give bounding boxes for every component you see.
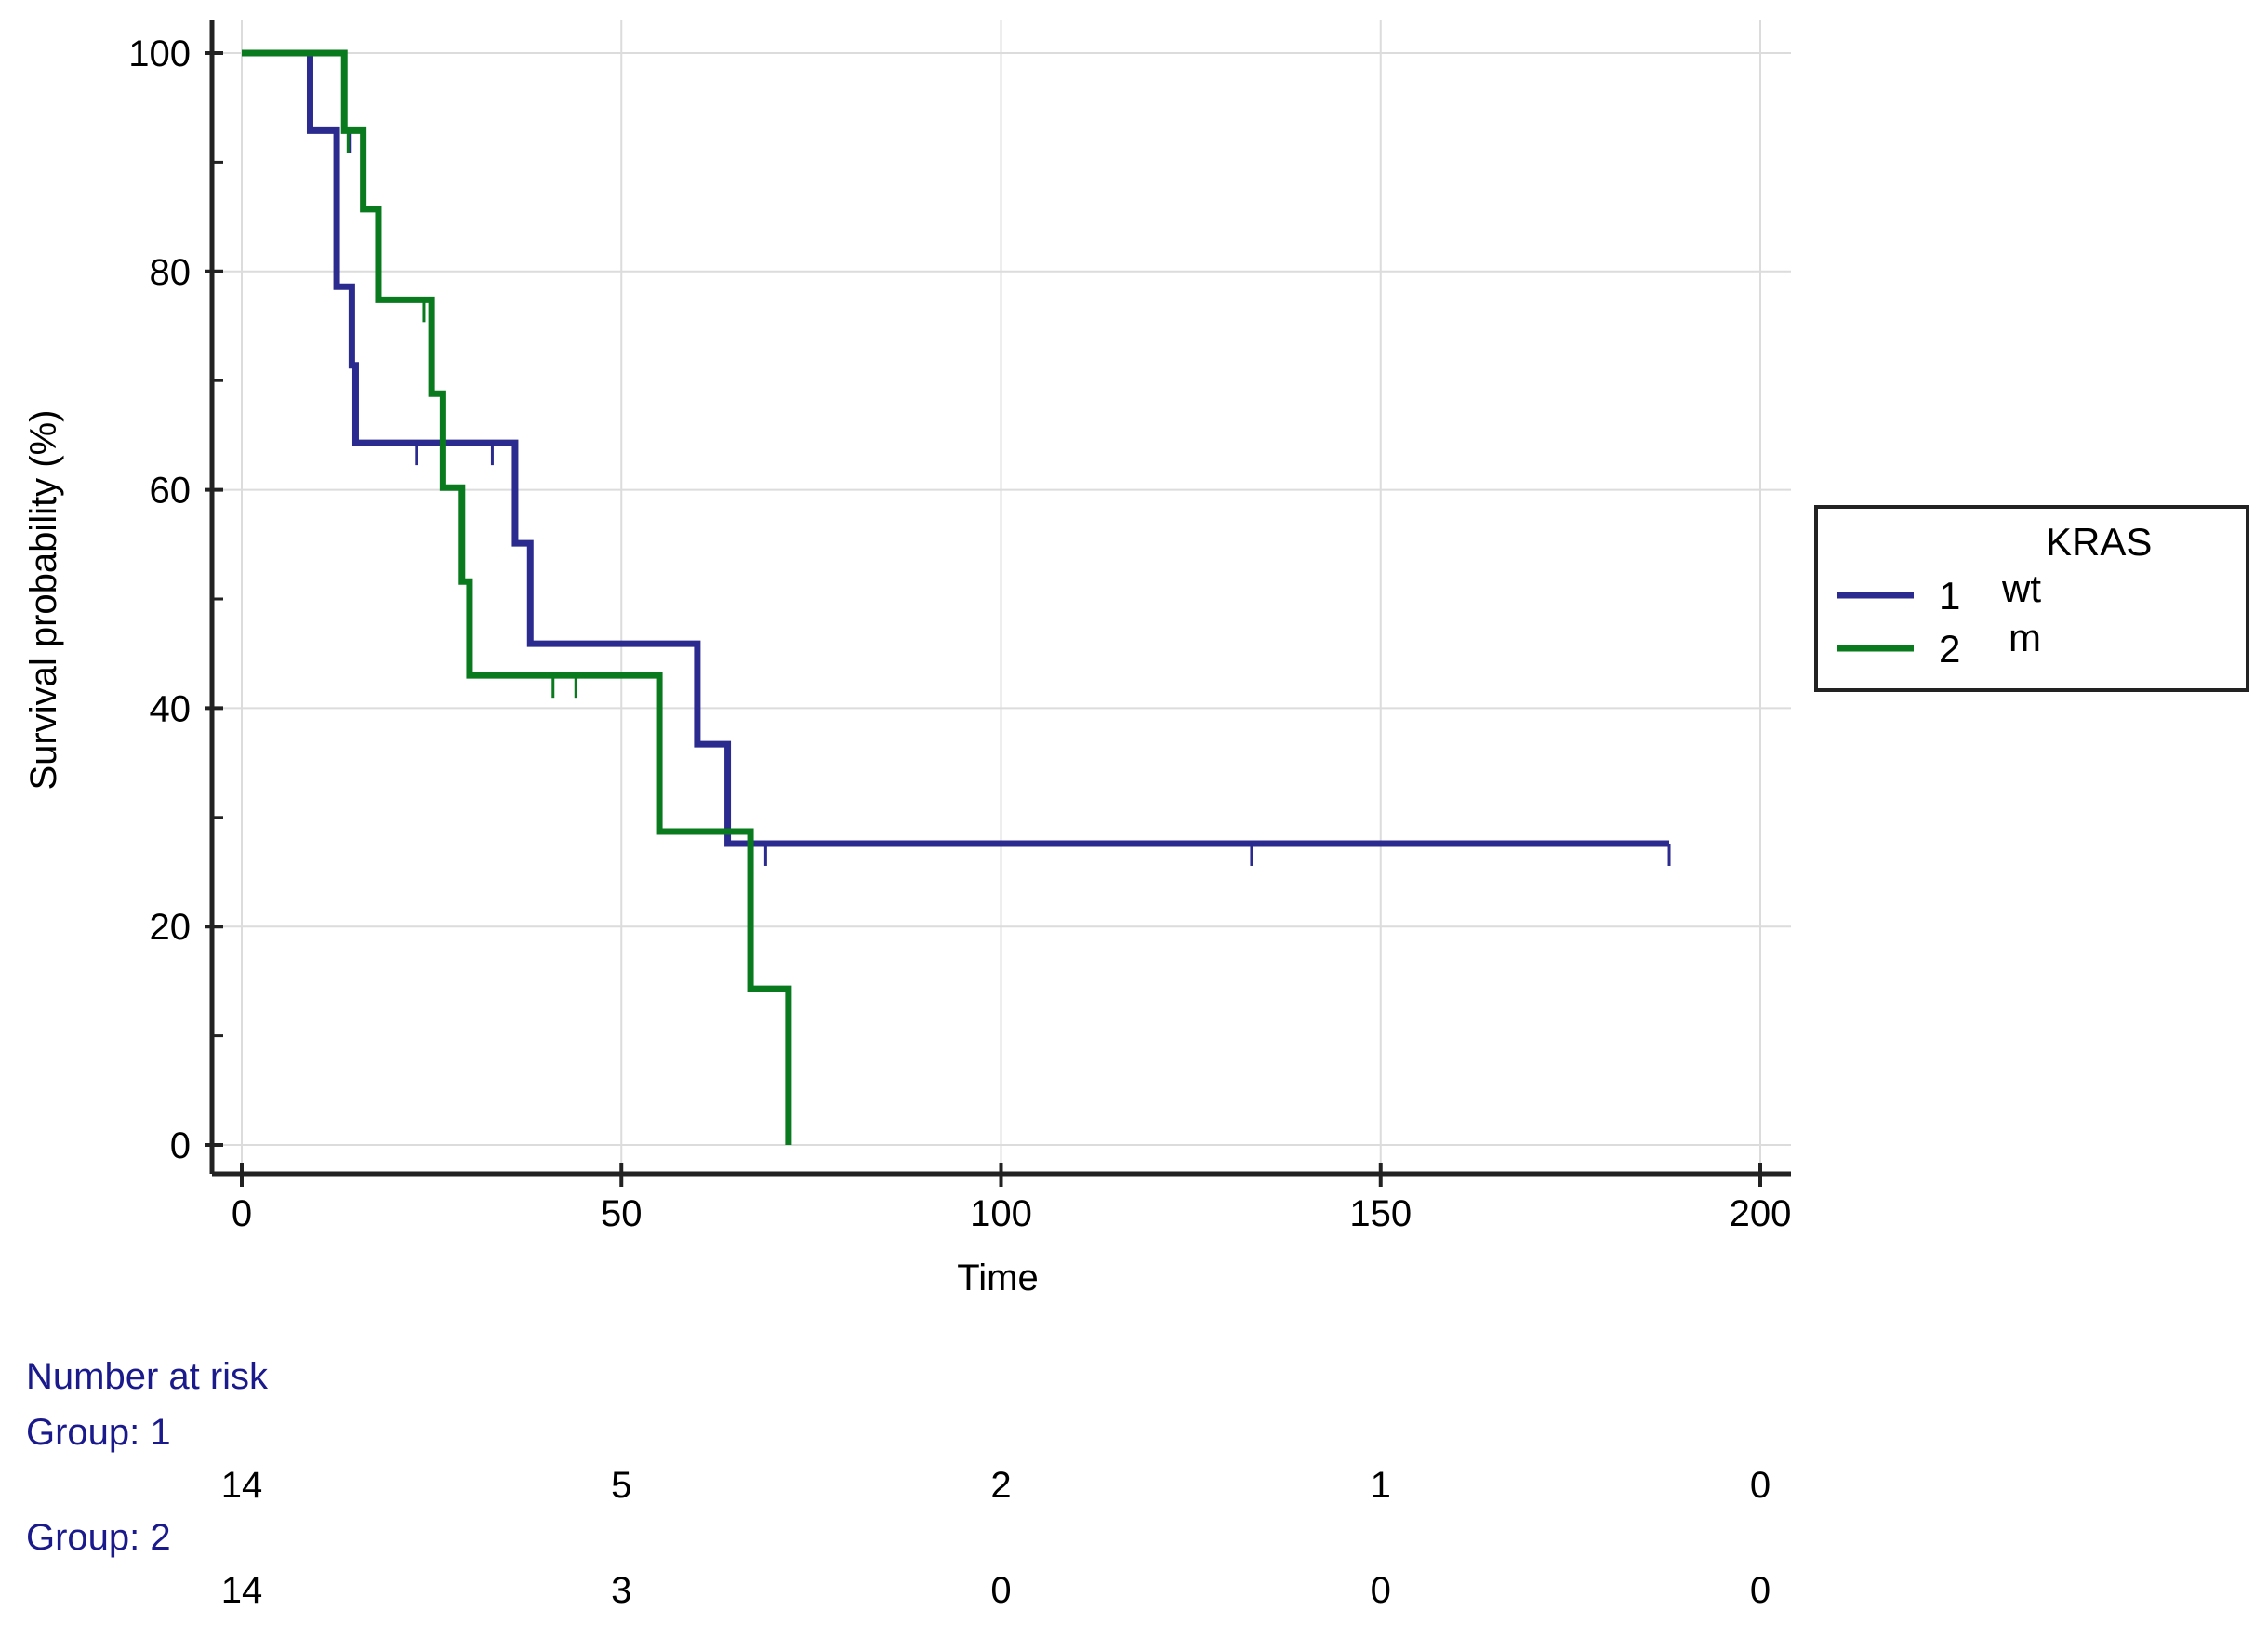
risk-value-group-2: 14 [221, 1570, 263, 1611]
risk-value-group-2: 3 [611, 1570, 631, 1611]
y-tick-label: 40 [150, 688, 192, 729]
risk-group-2-label: Group: 2 [26, 1517, 171, 1558]
legend: KRAS 1 wt 2 m [1814, 505, 2249, 692]
risk-value-group-1: 0 [1750, 1465, 1771, 1506]
grid-lines [212, 20, 1791, 1174]
legend-title: KRAS [2046, 520, 2152, 564]
y-tick-label: 20 [150, 907, 192, 948]
risk-value-group-2: 0 [1750, 1570, 1771, 1611]
legend-label-1: wt [2001, 566, 2041, 610]
risk-values: 14 5 2 1 0 14 3 0 0 0 [221, 1465, 1771, 1611]
risk-value-group-2: 0 [1371, 1570, 1391, 1611]
risk-value-group-1: 5 [611, 1465, 631, 1506]
legend-id-2: 2 [1939, 627, 1960, 671]
x-tick-label: 50 [601, 1193, 643, 1234]
risk-value-group-1: 1 [1371, 1465, 1391, 1506]
y-tick-label: 100 [128, 33, 191, 74]
y-axis-title: Survival probability (%) [23, 409, 64, 790]
survival-curve-1 [242, 49, 1670, 847]
y-ticks: 0 20 40 60 80 100 [128, 33, 223, 1166]
x-tick-label: 150 [1349, 1193, 1412, 1234]
risk-value-group-1: 14 [221, 1465, 263, 1506]
number-at-risk-table: Number at risk Group: 1 Group: 2 14 5 2 1 01… [26, 1356, 1771, 1611]
risk-value-group-2: 0 [990, 1570, 1011, 1611]
y-tick-label: 60 [150, 471, 192, 512]
x-tick-label: 100 [970, 1193, 1032, 1234]
x-ticks: 0 50 100 150 200 [232, 1163, 1792, 1234]
y-tick-label: 80 [150, 252, 192, 293]
y-tick-label: 0 [170, 1125, 191, 1166]
risk-group-1-label: Group: 1 [26, 1412, 171, 1453]
risk-table-title: Number at risk [26, 1356, 269, 1397]
legend-label-2: m [2009, 616, 2041, 659]
x-tick-label: 0 [232, 1193, 252, 1234]
legend-id-1: 1 [1939, 574, 1960, 618]
x-tick-label: 200 [1730, 1193, 1792, 1234]
survival-curve-2 [242, 49, 792, 1145]
risk-value-group-1: 2 [990, 1465, 1011, 1506]
series-group [242, 49, 1671, 1145]
x-axis-title: Time [957, 1258, 1038, 1298]
